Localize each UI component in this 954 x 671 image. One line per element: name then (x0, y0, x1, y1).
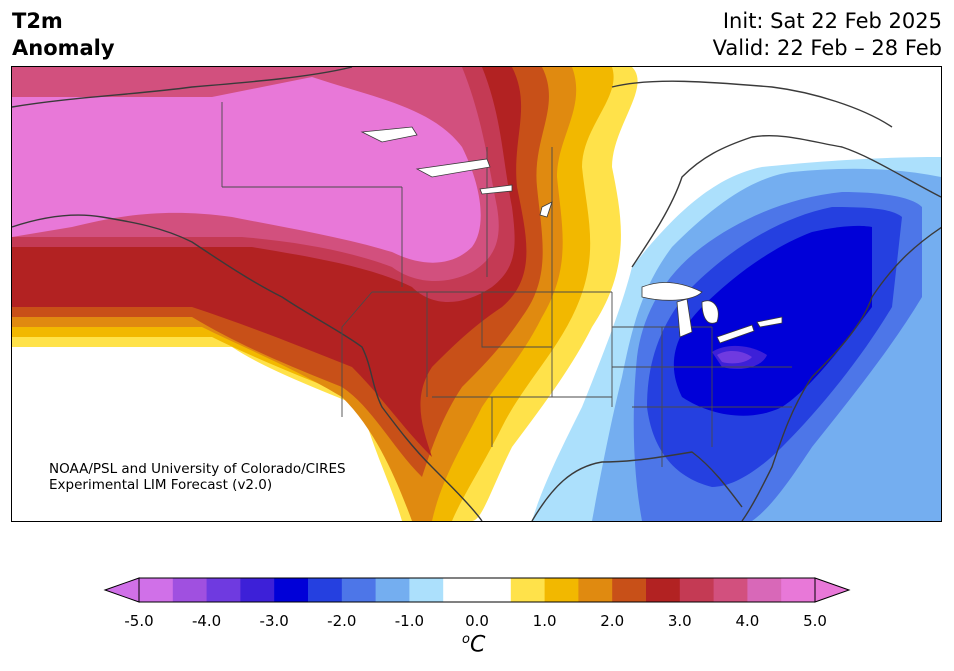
forecast-dates: Init: Sat 22 Feb 2025 Valid: 22 Feb – 28… (713, 8, 942, 62)
colorbar-cell (274, 578, 309, 602)
lake-ontario (756, 316, 783, 328)
colorbar-tick-label: -3.0 (259, 612, 289, 630)
colorbar (103, 577, 851, 603)
credit-line-1: NOAA/PSL and University of Colorado/CIRE… (49, 461, 346, 477)
lake-athabasca (479, 184, 513, 195)
colorbar-cell (781, 578, 816, 602)
great-slave-lake (415, 158, 491, 178)
colorbar-cell (308, 578, 343, 602)
colorbar-tick-label: 2.0 (600, 612, 625, 630)
colorbar-tick-label: 3.0 (667, 612, 692, 630)
colorbar-tick-labels: -5.0 -4.0 -3.0 -2.0 -1.0 0.0 1.0 2.0 3.0 4.0 5.0 (0, 612, 954, 630)
colorbar-cell (646, 578, 681, 602)
lake-huron (701, 300, 719, 324)
title-line-1: T2m (12, 9, 63, 33)
colorbar-cell (341, 578, 377, 602)
lake-erie (716, 324, 755, 344)
data-credit: NOAA/PSL and University of Colorado/CIRE… (49, 461, 346, 493)
colorbar-tick-label: -5.0 (124, 612, 154, 630)
lake-superior (641, 282, 703, 301)
colorbar-cell (679, 578, 715, 602)
colorbar-outline (138, 577, 816, 603)
lake-michigan (676, 298, 693, 338)
title-line-2: Anomaly (12, 36, 115, 60)
colorbar-cells (139, 578, 816, 602)
coastlines (12, 67, 941, 521)
colorbar-cell (409, 578, 444, 602)
anomaly-band-8 (12, 77, 481, 263)
map-canvas (12, 67, 941, 521)
init-date: Init: Sat 22 Feb 2025 (722, 9, 942, 33)
lakes (360, 126, 783, 344)
colorbar-tick-label: -2.0 (327, 612, 357, 630)
colorbar-cell (139, 578, 174, 602)
unit-letter: C (469, 632, 486, 658)
valid-date: Valid: 22 Feb – 28 Feb (712, 36, 942, 60)
political-borders (221, 102, 792, 467)
colorbar-cell (375, 578, 410, 602)
great-bear-lake (360, 126, 418, 143)
colorbar-cell (206, 578, 241, 602)
lake-winnipeg (539, 201, 553, 218)
colorbar-tick-label: 1.0 (532, 612, 557, 630)
colorbar-cell (578, 578, 613, 602)
colorbar-cell (612, 578, 647, 602)
colorbar-tick-label: -1.0 (394, 612, 425, 630)
colorbar-tick-label: 0.0 (465, 612, 489, 630)
colorbar-tick-label: -4.0 (191, 612, 222, 630)
colorbar-cell (477, 578, 512, 602)
colorbar-under-arrow (103, 577, 140, 603)
colorbar-unit: oC (462, 632, 485, 657)
colorbar-over-arrow (814, 577, 851, 603)
colorbar-cell (510, 578, 546, 602)
unit-degree: o (462, 632, 470, 647)
colorbar-tick-label: 5.0 (803, 612, 827, 630)
colorbar-cell (544, 578, 579, 602)
map-title: T2m Anomaly (12, 8, 115, 62)
colorbar-cell (747, 578, 782, 602)
colorbar-cell (172, 578, 208, 602)
colorbar-cell (713, 578, 748, 602)
anomaly-band-15 (717, 351, 752, 364)
colorbar-tick-label: 4.0 (735, 612, 760, 630)
colorbar-cell (443, 578, 478, 602)
credit-line-2: Experimental LIM Forecast (v2.0) (49, 477, 273, 493)
colorbar-cell (240, 578, 275, 602)
anomaly-map (11, 66, 942, 522)
